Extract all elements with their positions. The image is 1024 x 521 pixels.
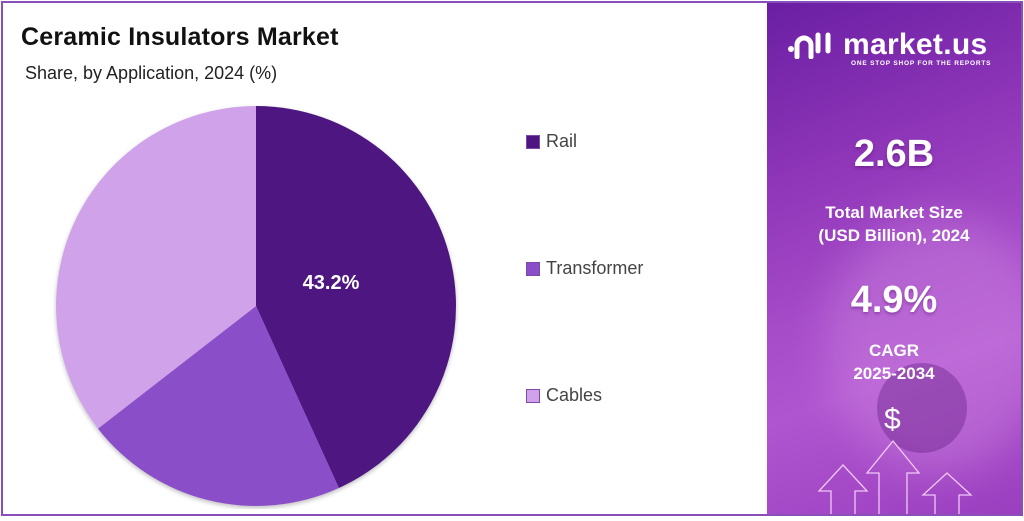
dollar-icon: $ <box>884 403 901 436</box>
brand-tagline: ONE STOP SHOP FOR THE REPORTS <box>851 60 992 67</box>
legend-swatch-transformer <box>526 261 540 276</box>
growth-arrows-icon <box>817 439 973 514</box>
chart-title: Ceramic Insulators Market <box>21 23 339 51</box>
market-size-label-1: Total Market Size <box>825 203 963 222</box>
cagr-label-2: 2025-2034 <box>853 364 935 383</box>
pie-slice-transformer[interactable] <box>97 306 339 506</box>
legend-item-transformer[interactable]: Transformer <box>526 258 643 279</box>
legend-swatch-rail <box>526 134 540 149</box>
cagr-value: 4.9% <box>850 279 938 321</box>
legend-label-cables: Cables <box>546 385 603 405</box>
summary-panel: market.us ONE STOP SHOP FOR THE REPORTS … <box>767 3 1021 514</box>
legend-item-cables[interactable]: Cables <box>526 385 602 406</box>
brand-logo[interactable]: market.us <box>787 28 988 61</box>
chart-panel: Ceramic Insulators Market Share, by Appl… <box>3 3 765 514</box>
market-us-logo-icon <box>788 32 831 59</box>
legend-label-rail: Rail <box>546 131 578 151</box>
rail-data-label: 43.2% <box>303 272 360 294</box>
market-size-value: 2.6B <box>853 133 935 175</box>
pie-slice-rail[interactable] <box>256 106 456 489</box>
background-glow <box>827 213 1021 473</box>
legend-item-rail[interactable]: Rail <box>526 131 577 152</box>
background-cup-shape <box>877 363 967 453</box>
pie-chart: 43.2% <box>56 106 456 506</box>
cagr-label-1: CAGR <box>868 341 920 360</box>
legend-swatch-cables <box>526 388 540 403</box>
brand-name: market.us <box>843 28 988 61</box>
pie-slice-cables[interactable] <box>56 106 256 429</box>
market-size-label-2: (USD Billion), 2024 <box>818 226 970 245</box>
legend-label-transformer: Transformer <box>546 258 644 278</box>
chart-subtitle: Share, by Application, 2024 (%) <box>25 63 278 83</box>
